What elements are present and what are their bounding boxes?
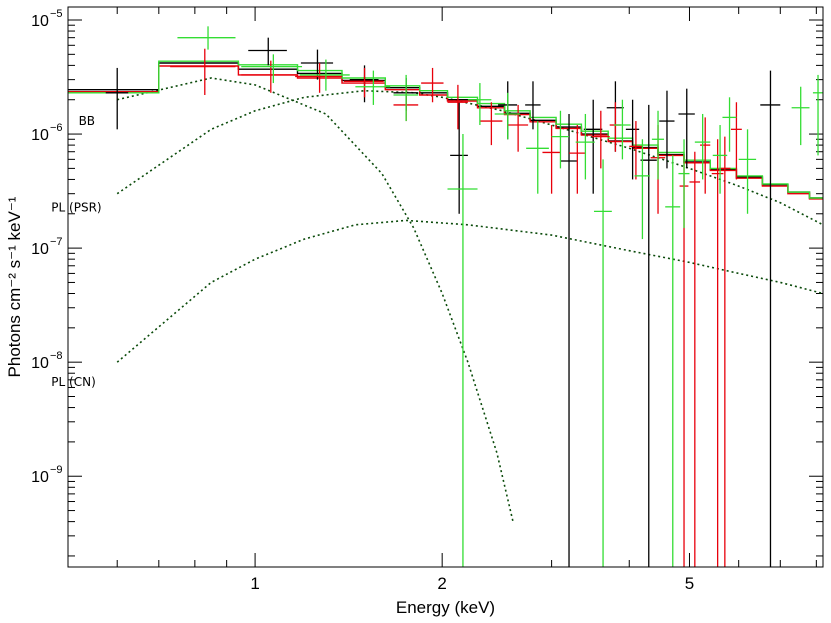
component-annotation: PL (PSR): [51, 200, 101, 214]
x-tick-label: 1: [250, 574, 259, 593]
data-point: [447, 84, 468, 130]
y-tick-base: 10: [31, 127, 49, 144]
data-point: [295, 62, 343, 93]
data-point: [678, 139, 690, 229]
data-point: [738, 129, 757, 214]
data-point: [450, 102, 468, 214]
y-tick-label: 10 −9: [31, 464, 62, 486]
y-tick-base: 10: [31, 469, 49, 486]
data-point: [730, 102, 742, 180]
data-point: [421, 67, 444, 103]
data-point: [629, 121, 643, 180]
data-point: [343, 67, 384, 98]
y-tick-exponent: −5: [50, 8, 63, 20]
y-tick-exponent: −9: [50, 464, 63, 476]
data-point: [694, 113, 711, 180]
data-point: [569, 125, 586, 194]
data-point: [583, 99, 603, 194]
y-tick-base: 10: [31, 13, 49, 30]
y-tick-label: 10 −5: [31, 8, 62, 30]
component-annotation: BB: [79, 114, 95, 128]
model-step-line: [68, 60, 823, 199]
data-point: [525, 81, 541, 130]
data-point: [722, 97, 737, 152]
data-point: [479, 102, 503, 146]
data-point: [170, 48, 236, 95]
data-point: [105, 67, 129, 130]
data-point: [712, 125, 728, 194]
y-tick-label: 10 −8: [31, 350, 62, 372]
model-components: [116, 77, 823, 522]
model-step-line: [68, 65, 823, 200]
data-points: [105, 26, 823, 567]
data-point: [665, 155, 681, 567]
model-component-curve: [116, 89, 823, 226]
data-point: [241, 54, 303, 84]
annotations: BB PL (PSR) PL (CN): [51, 114, 101, 389]
x-tick-label: 5: [685, 574, 694, 593]
data-point: [711, 139, 724, 567]
data-point: [560, 113, 578, 567]
data-point: [393, 74, 419, 122]
data-point: [507, 104, 529, 152]
data-point: [299, 59, 350, 91]
data-point: [593, 159, 612, 567]
y-tick-exponent: −7: [50, 236, 63, 248]
data-point: [625, 99, 640, 180]
data-point: [640, 104, 657, 567]
data-point: [526, 121, 549, 194]
data-point: [248, 37, 287, 66]
data-point: [177, 26, 236, 50]
y-tick-label: 10 −7: [31, 236, 62, 258]
data-point: [659, 90, 675, 169]
data-point: [613, 99, 631, 160]
data-point: [494, 92, 521, 140]
data-point: [447, 134, 478, 567]
data-point: [760, 70, 781, 567]
data-point: [609, 102, 622, 152]
plot-area: [68, 26, 823, 567]
axis-ticks: [68, 7, 823, 567]
data-point: [542, 125, 561, 194]
x-axis-label: Energy (keV): [396, 598, 495, 617]
data-point: [700, 117, 711, 194]
model-component-curve: [117, 77, 514, 522]
data-point: [689, 151, 701, 567]
data-point: [591, 110, 610, 169]
model-steps: [68, 60, 823, 200]
data-point: [719, 136, 731, 567]
data-point: [355, 70, 391, 105]
model-step-line: [68, 62, 823, 199]
y-tick-base: 10: [31, 241, 49, 258]
data-point: [634, 139, 651, 240]
component-annotation: PL (CN): [51, 375, 95, 389]
data-point: [812, 74, 823, 156]
x-tick-label: 2: [437, 574, 446, 593]
data-point: [791, 86, 810, 146]
data-point: [467, 83, 492, 126]
data-point: [551, 110, 570, 169]
y-tick-label: 10 −6: [31, 122, 62, 144]
y-tick-exponent: −6: [50, 122, 63, 134]
plot-frame: [67, 6, 824, 568]
y-tick-base: 10: [31, 355, 49, 372]
y-tick-exponent: −8: [50, 350, 63, 362]
data-point: [651, 110, 665, 180]
y-axis-label: Photons cm⁻² s⁻¹ keV⁻¹: [5, 196, 24, 377]
data-point: [575, 113, 595, 180]
data-point: [678, 88, 695, 169]
